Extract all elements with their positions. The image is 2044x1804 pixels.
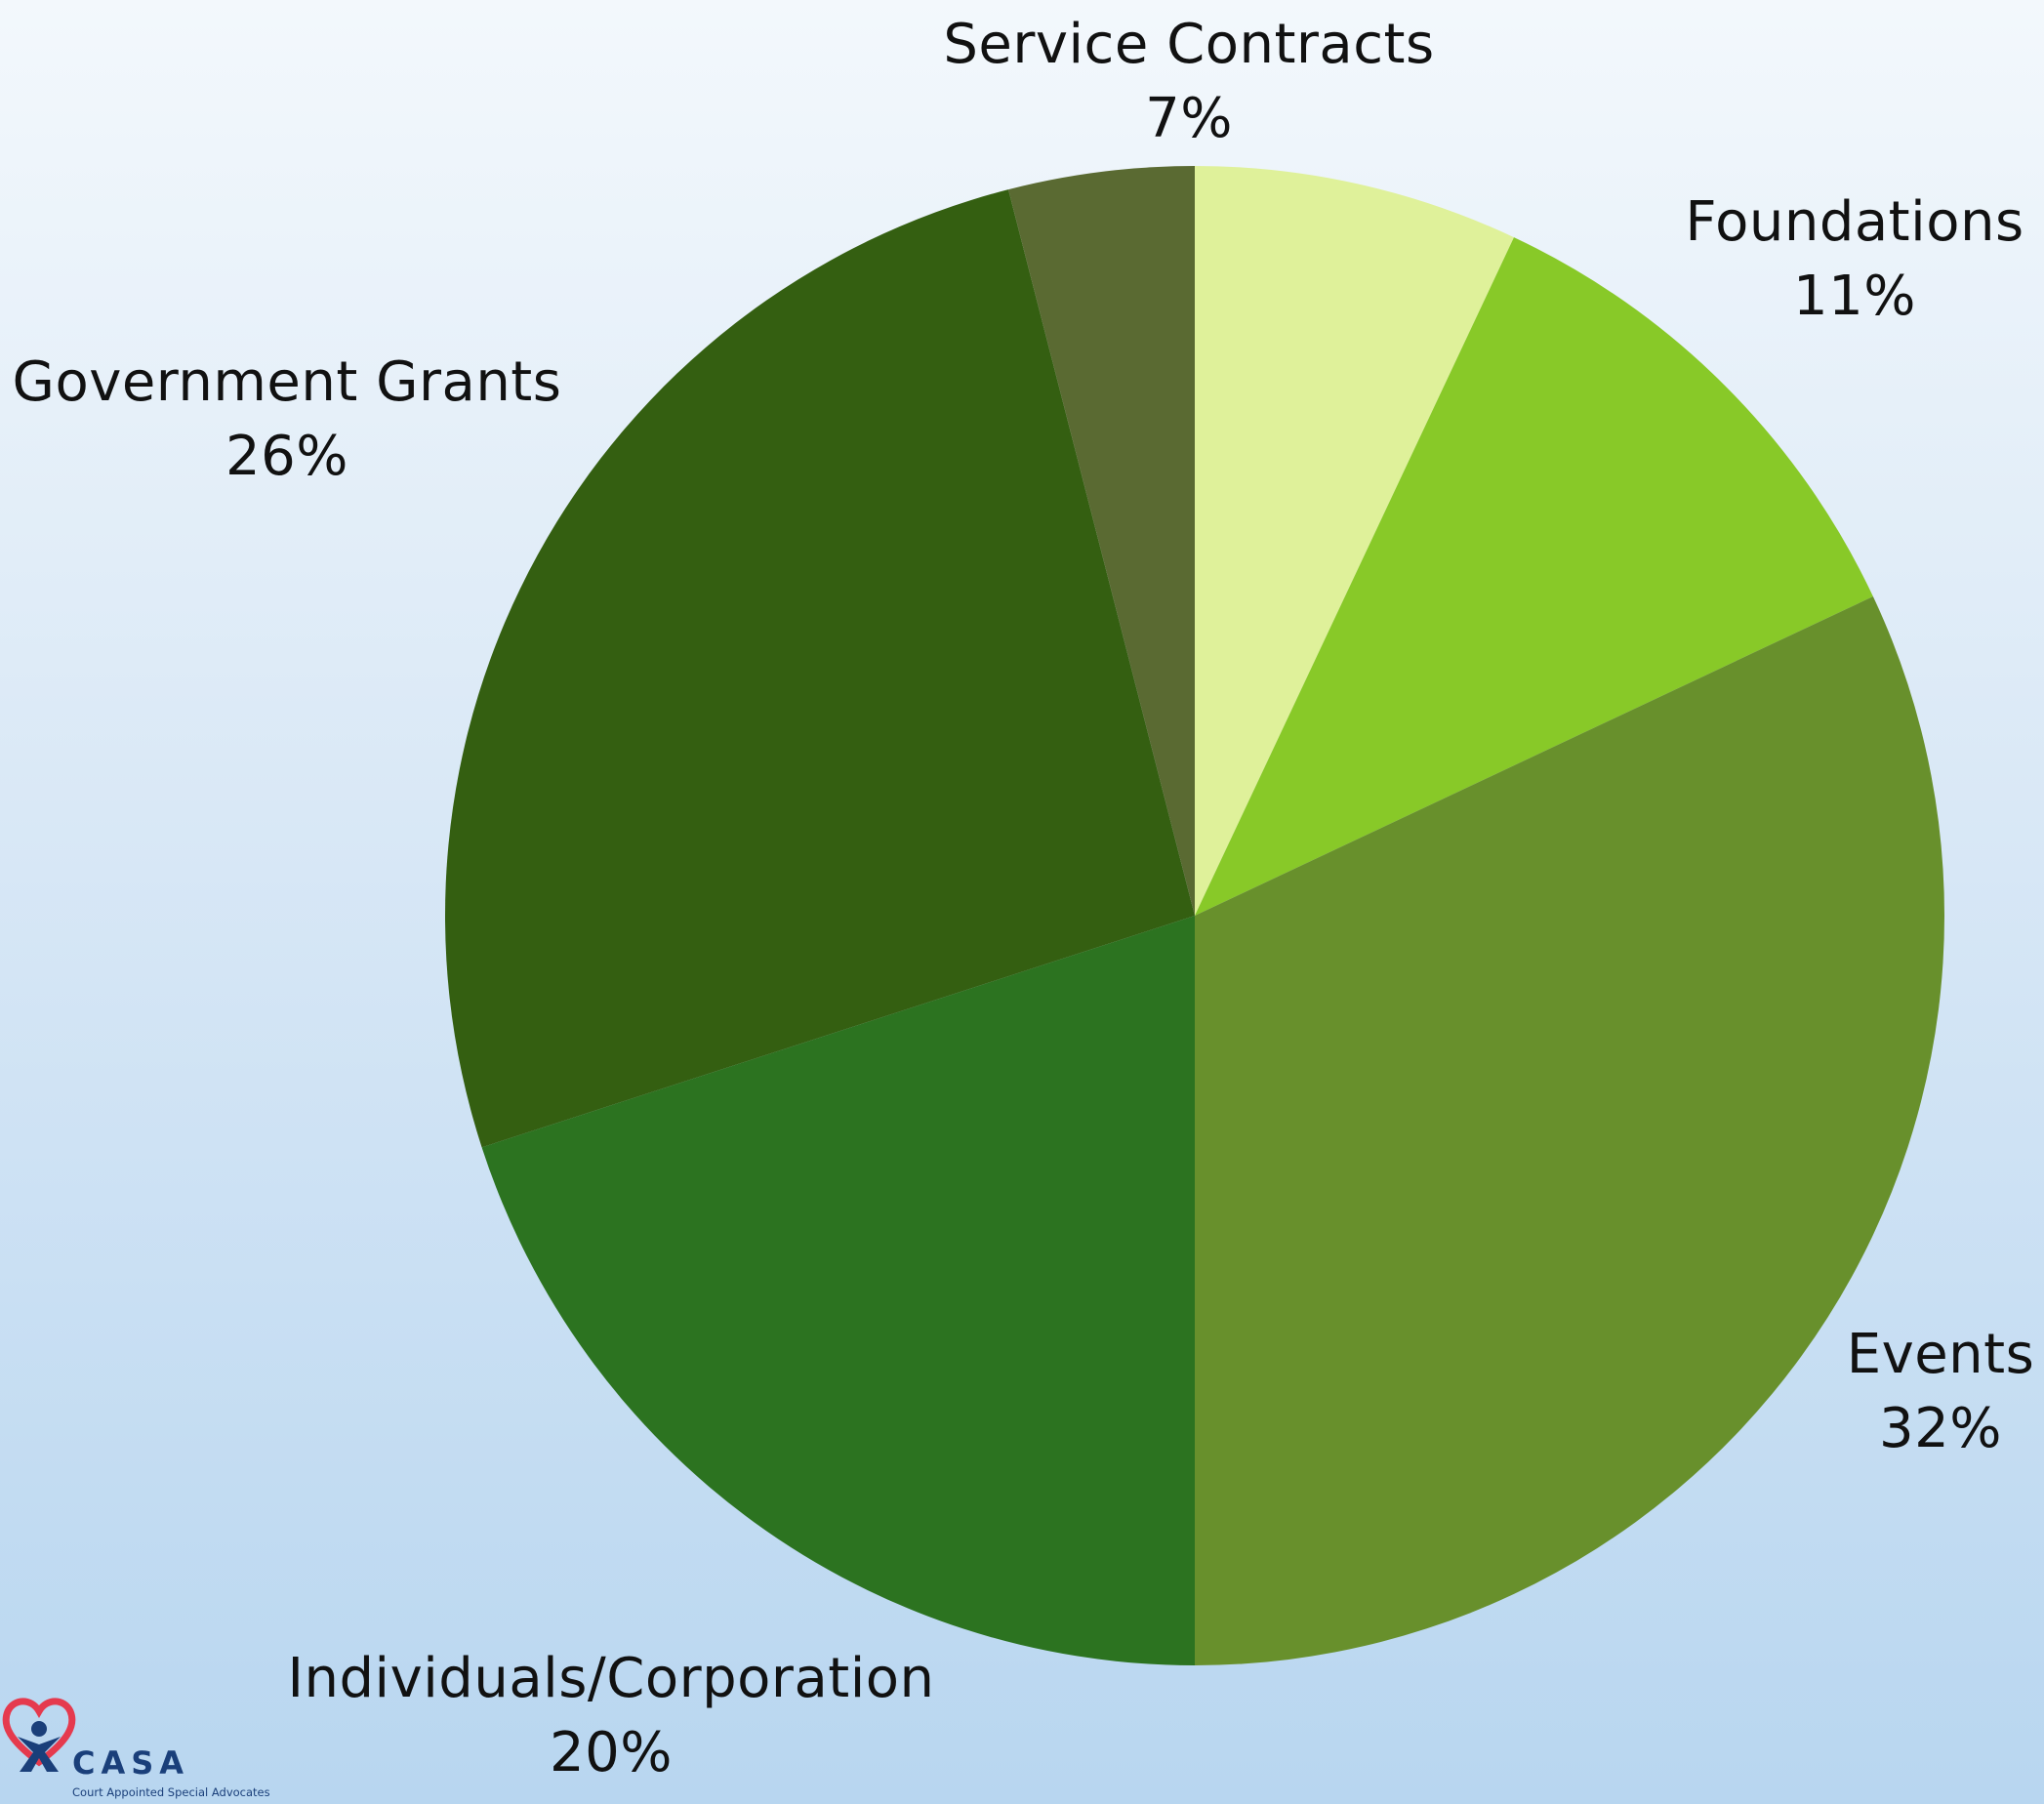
label-individuals-corporation: Individuals/Corporation 20% xyxy=(287,1642,934,1789)
label-service-contracts-name: Service Contracts xyxy=(943,13,1435,76)
label-government-grants: Government Grants 26% xyxy=(13,346,562,493)
logo-name: CASA xyxy=(72,1744,190,1782)
label-individuals-corporation-name: Individuals/Corporation xyxy=(287,1647,935,1710)
label-individuals-corporation-value: 20% xyxy=(550,1720,673,1784)
label-government-grants-value: 26% xyxy=(225,424,348,488)
figure-head-icon xyxy=(31,1721,47,1737)
heart-figure-icon xyxy=(2,1698,76,1772)
label-foundations-name: Foundations xyxy=(1685,190,2024,254)
label-service-contracts-value: 7% xyxy=(1145,86,1233,150)
label-service-contracts: Service Contracts 7% xyxy=(943,8,1434,155)
label-events-name: Events xyxy=(1846,1323,2035,1386)
label-foundations: Foundations 11% xyxy=(1685,185,2024,333)
pie-slice-other-5 xyxy=(1008,166,1195,916)
pie-slice-foundations xyxy=(1195,237,1873,916)
pie-slices xyxy=(444,166,1944,1666)
casa-logo: CASA Court Appointed Special Advocates xyxy=(0,1694,283,1804)
pie-slice-individuals-corporation xyxy=(481,916,1195,1665)
pie-slice-service-contracts xyxy=(1195,166,1514,916)
label-events-value: 32% xyxy=(1879,1396,2002,1460)
heart-outline-icon xyxy=(2,1698,76,1767)
pie-slice-government-grants xyxy=(444,189,1195,1148)
label-government-grants-name: Government Grants xyxy=(12,350,562,414)
label-foundations-value: 11% xyxy=(1793,264,1916,328)
logo-tagline: Court Appointed Special Advocates xyxy=(72,1785,270,1799)
label-events: Events 32% xyxy=(1847,1318,2035,1465)
figure-body-icon xyxy=(18,1737,61,1772)
pie-slice-events xyxy=(1195,596,1944,1666)
